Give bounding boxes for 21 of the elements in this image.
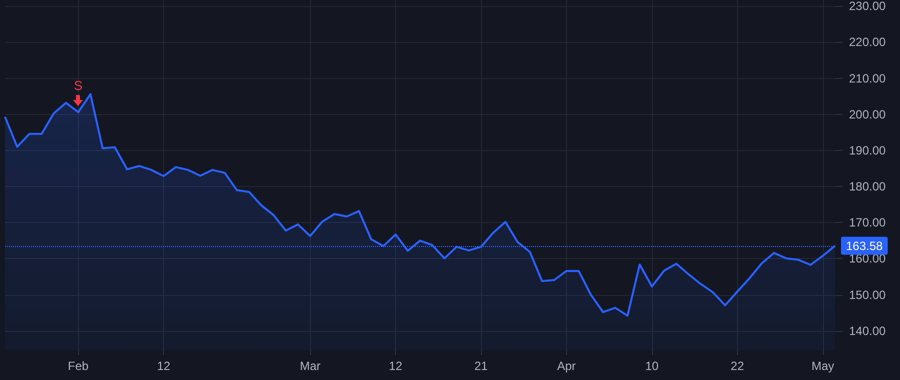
x-tick-label: Apr xyxy=(557,359,576,373)
y-tick-label: 150.00 xyxy=(849,288,886,302)
y-tick-label: 170.00 xyxy=(849,216,886,230)
annotation: S xyxy=(74,78,83,94)
y-tick-label: 140.00 xyxy=(849,324,886,338)
x-tick-label: 12 xyxy=(388,359,403,373)
y-tick-label: 220.00 xyxy=(849,35,886,50)
y-tick-label: 200.00 xyxy=(849,107,886,122)
y-tick-label: 230.00 xyxy=(849,0,886,14)
x-tick-label: 12 xyxy=(156,359,171,373)
x-tick-label: 10 xyxy=(645,359,659,373)
x-tick-label: May xyxy=(811,359,834,373)
x-tick-label: 22 xyxy=(730,359,744,373)
x-tick-label: 21 xyxy=(474,359,488,373)
x-tick-label: Feb xyxy=(68,359,89,373)
x-tick-label: Mar xyxy=(300,359,320,373)
y-tick-label: 160.00 xyxy=(849,252,886,266)
y-tick-label: 180.00 xyxy=(849,180,886,194)
ref-line-label: 163.58 xyxy=(846,238,884,253)
y-tick-label: 190.00 xyxy=(849,143,886,158)
y-tick-label: 210.00 xyxy=(849,71,886,86)
